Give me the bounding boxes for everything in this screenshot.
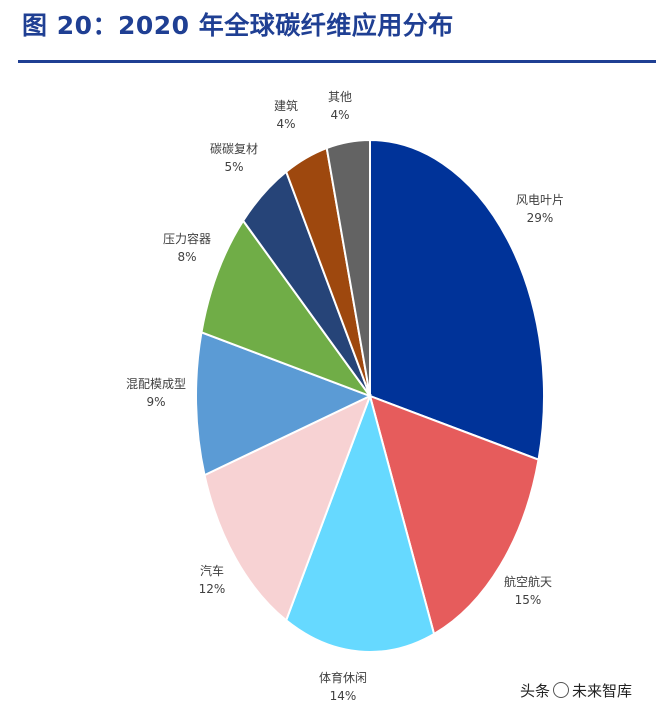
pie-labels: 风电叶片 29% 航空航天 15% 体育休闲 14% 汽车 12% 混配模成型 9% 压力容器 8% 碳… [126,90,564,703]
watermark: 头条 未来智库 [520,680,632,701]
watermark-left: 头条 [520,682,551,700]
title-divider [18,60,656,63]
slice-value: 29% [527,211,554,225]
slice-label: 压力容器 [163,231,211,246]
watermark-logo-icon [553,682,570,698]
pie-slice [200,218,373,399]
slice-label: 混配模成型 [126,377,186,391]
pie-slice [325,138,371,397]
slice-value: 4% [276,117,295,131]
slice-label: 航空航天 [504,574,552,589]
slice-value: 12% [199,582,226,596]
slice-label: 碳碳复材 [210,142,258,156]
pie-slice [369,138,545,462]
pie-slice [203,394,372,622]
slice-label: 体育休闲 [319,670,367,685]
slice-label: 风电叶片 [516,193,564,207]
pie-slice [195,330,373,477]
slice-label: 汽车 [200,563,224,578]
slice-label: 其他 [328,90,352,104]
slice-value: 14% [330,689,357,703]
slice-value: 5% [224,160,243,174]
slice-value: 8% [177,250,196,264]
watermark-right: 未来智库 [572,682,633,700]
slice-value: 4% [330,108,349,122]
pie-slice [368,394,540,636]
slice-label: 建筑 [274,98,298,113]
slice-value: 9% [146,395,165,409]
slice-value: 15% [515,593,542,607]
pie-slice [284,392,436,653]
chart-title: 图 20：2020 年全球碳纤维应用分布 [22,11,454,40]
pie-slices [195,138,545,653]
